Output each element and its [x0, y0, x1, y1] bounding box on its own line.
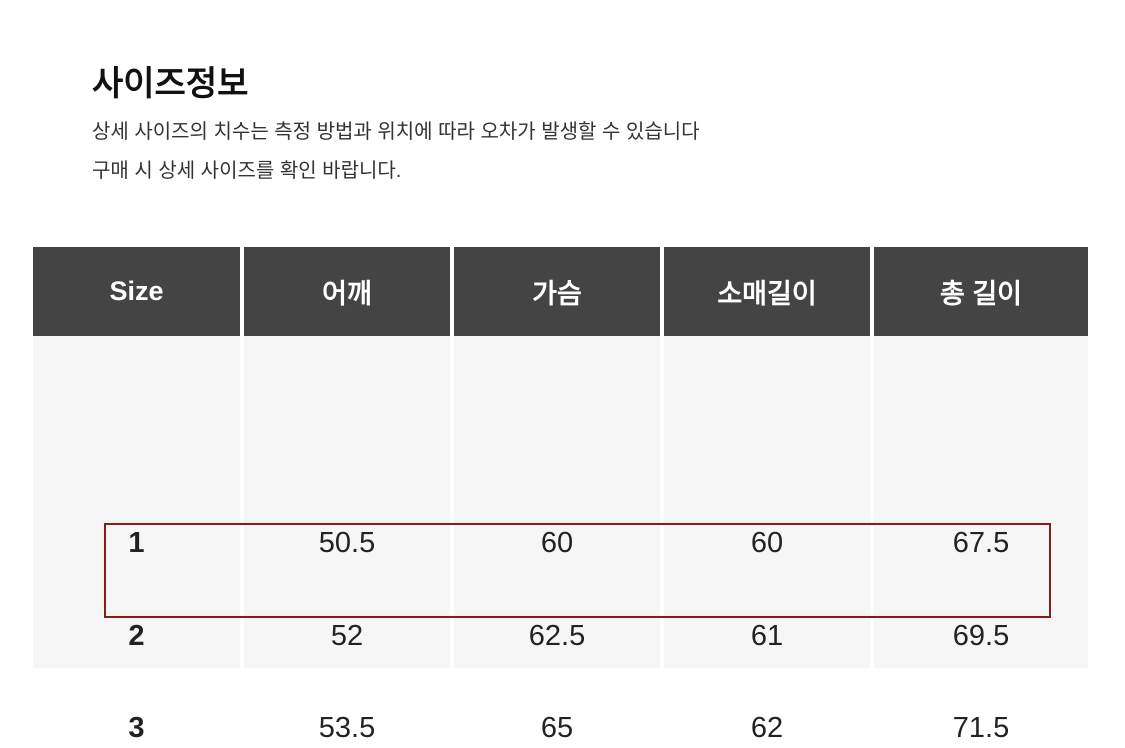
measurement-cell: 69.5: [952, 619, 1010, 652]
column-header: 어깨: [244, 247, 450, 336]
column-header: 가슴: [454, 247, 660, 336]
measurement-cell: 62.5: [528, 619, 586, 652]
column-body: [664, 336, 870, 668]
measurement-cell: 53.5: [318, 711, 376, 744]
measurement-cell: 62: [750, 711, 784, 744]
size-label-cell: 3: [128, 711, 145, 744]
measurement-cell: 60: [540, 526, 574, 559]
measurement-cell: 60: [750, 526, 784, 559]
column-body: [874, 336, 1088, 668]
column-body: [454, 336, 660, 668]
column-header: 총 길이: [874, 247, 1088, 336]
measurement-cell: 65: [540, 711, 574, 744]
measurement-cell: 50.5: [318, 526, 376, 559]
size-label-cell: 2: [128, 619, 145, 652]
measurement-cell: 52: [330, 619, 364, 652]
size-table: Size 1 2 3 어깨 50.5 52 53.5 가슴 60 62.5 65 소매길이 60 61 62 총…: [33, 247, 1088, 744]
column-header: Size: [33, 247, 240, 336]
highlighted-row-box: [104, 523, 1051, 618]
page-title: 사이즈정보: [92, 65, 249, 103]
measurement-cell: 67.5: [952, 526, 1010, 559]
column-header: 소매길이: [664, 247, 870, 336]
description-line-1: 상세 사이즈의 치수는 측정 방법과 위치에 따라 오차가 발생할 수 있습니다: [92, 121, 700, 143]
table-column: 소매길이 60 61 62: [664, 247, 870, 744]
table-column: 가슴 60 62.5 65: [454, 247, 660, 744]
column-body: [33, 336, 240, 668]
size-label-cell: 1: [128, 526, 145, 559]
measurement-cell: 71.5: [952, 711, 1010, 744]
table-column: 어깨 50.5 52 53.5: [244, 247, 450, 744]
measurement-cell: 61: [750, 619, 784, 652]
description-line-2: 구매 시 상세 사이즈를 확인 바랍니다.: [92, 160, 402, 182]
column-body: [244, 336, 450, 668]
